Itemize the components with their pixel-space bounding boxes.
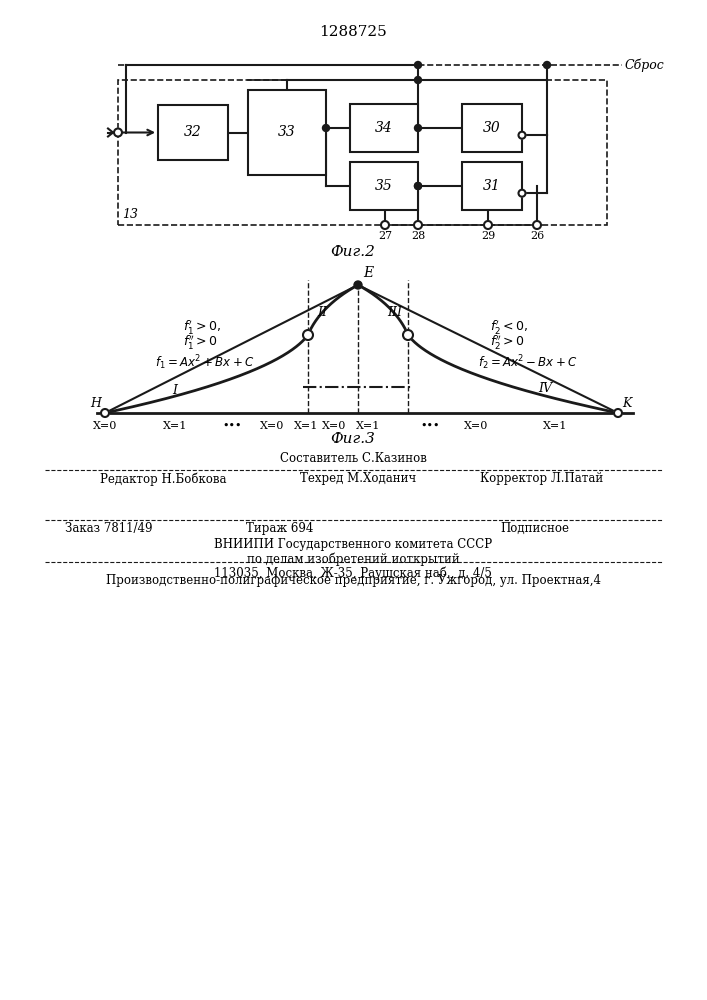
Circle shape bbox=[484, 221, 492, 229]
Circle shape bbox=[518, 190, 525, 197]
Text: X=1: X=1 bbox=[356, 421, 380, 431]
Circle shape bbox=[354, 281, 362, 289]
Text: X=0: X=0 bbox=[259, 421, 284, 431]
Circle shape bbox=[518, 132, 525, 139]
Text: X=1: X=1 bbox=[294, 421, 318, 431]
Text: 31: 31 bbox=[483, 179, 501, 193]
Text: E: E bbox=[363, 266, 373, 280]
Text: 29: 29 bbox=[481, 231, 495, 241]
Circle shape bbox=[303, 330, 313, 340]
Bar bbox=[350, 162, 418, 210]
Text: 26: 26 bbox=[530, 231, 544, 241]
Circle shape bbox=[414, 62, 421, 68]
Circle shape bbox=[322, 124, 329, 131]
Text: 32: 32 bbox=[184, 125, 202, 139]
Text: X=0: X=0 bbox=[93, 421, 117, 431]
Text: Заказ 7811/49: Заказ 7811/49 bbox=[65, 522, 153, 535]
Text: 35: 35 bbox=[375, 179, 393, 193]
Circle shape bbox=[114, 128, 122, 136]
Text: Корректор Л.Патай: Корректор Л.Патай bbox=[480, 472, 603, 485]
Text: K: K bbox=[622, 397, 631, 410]
Text: ВНИИПИ Государственного комитета СССР: ВНИИПИ Государственного комитета СССР bbox=[214, 538, 492, 551]
Circle shape bbox=[414, 221, 422, 229]
Circle shape bbox=[101, 409, 109, 417]
Text: Производственно-полиграфическое предприятие, г. Ужгород, ул. Проектная,4: Производственно-полиграфическое предприя… bbox=[105, 574, 600, 587]
Bar bbox=[158, 105, 228, 160]
Circle shape bbox=[614, 409, 622, 417]
Text: $f_2'<0,$: $f_2'<0,$ bbox=[490, 318, 528, 336]
Text: Фиг.2: Фиг.2 bbox=[331, 245, 375, 259]
Text: Редактор Н.Бобкова: Редактор Н.Бобкова bbox=[100, 472, 226, 486]
Text: $f_1''>0$: $f_1''>0$ bbox=[183, 333, 218, 351]
Text: 28: 28 bbox=[411, 231, 425, 241]
Text: 34: 34 bbox=[375, 121, 393, 135]
Text: Тираж 694: Тираж 694 bbox=[246, 522, 314, 535]
Text: X=1: X=1 bbox=[163, 421, 187, 431]
Text: по делам изобретений иоткрытий: по делам изобретений иоткрытий bbox=[247, 552, 460, 566]
Text: X=0: X=0 bbox=[464, 421, 489, 431]
Text: III: III bbox=[387, 306, 402, 318]
Circle shape bbox=[544, 62, 551, 68]
Text: •••: ••• bbox=[222, 421, 242, 431]
Text: •••: ••• bbox=[420, 421, 440, 431]
Circle shape bbox=[414, 124, 421, 131]
Text: 1288725: 1288725 bbox=[319, 25, 387, 39]
Text: 30: 30 bbox=[483, 121, 501, 135]
Text: 113035, Москва, Ж-35, Раушская наб., д. 4/5: 113035, Москва, Ж-35, Раушская наб., д. … bbox=[214, 566, 492, 580]
Bar bbox=[248, 90, 326, 175]
Circle shape bbox=[381, 221, 389, 229]
Circle shape bbox=[403, 330, 413, 340]
Bar bbox=[462, 104, 522, 152]
Text: $f_1=Ax^2+Bx+C$: $f_1=Ax^2+Bx+C$ bbox=[155, 354, 255, 372]
Text: Составитель С.Казинов: Составитель С.Казинов bbox=[279, 452, 426, 465]
Text: 27: 27 bbox=[378, 231, 392, 241]
Text: Фиг.3: Фиг.3 bbox=[331, 432, 375, 446]
Text: IV: IV bbox=[538, 381, 552, 394]
Circle shape bbox=[414, 182, 421, 190]
Text: 33: 33 bbox=[278, 125, 296, 139]
Text: X=1: X=1 bbox=[543, 421, 567, 431]
Text: II: II bbox=[317, 306, 327, 318]
Bar bbox=[462, 162, 522, 210]
Text: X=0: X=0 bbox=[322, 421, 346, 431]
Text: $f_1'>0,$: $f_1'>0,$ bbox=[183, 318, 221, 336]
Text: H: H bbox=[90, 397, 101, 410]
Text: $f_2''>0$: $f_2''>0$ bbox=[490, 333, 525, 351]
Text: Сброс: Сброс bbox=[625, 58, 665, 72]
Circle shape bbox=[414, 77, 421, 84]
Circle shape bbox=[414, 182, 421, 190]
Circle shape bbox=[533, 221, 541, 229]
Text: Техред М.Ходанич: Техред М.Ходанич bbox=[300, 472, 416, 485]
Text: $f_2=Ax^2-Bx+C$: $f_2=Ax^2-Bx+C$ bbox=[478, 354, 578, 372]
Text: Подписное: Подписное bbox=[500, 522, 569, 535]
Bar bbox=[350, 104, 418, 152]
Bar bbox=[118, 80, 607, 225]
Text: 13: 13 bbox=[122, 208, 138, 221]
Text: I: I bbox=[173, 383, 177, 396]
